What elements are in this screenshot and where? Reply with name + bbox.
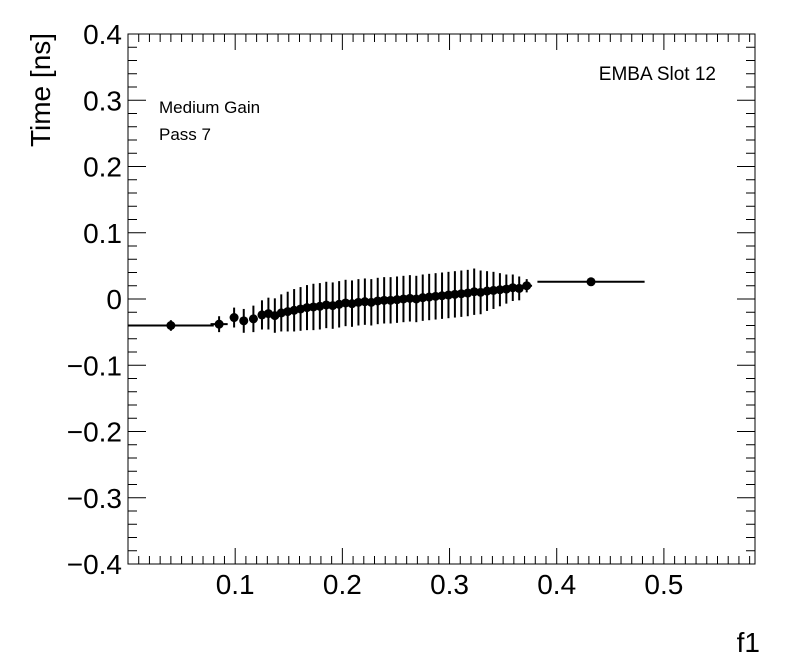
data-marker (166, 321, 176, 330)
y-tick-label: −0.1 (67, 350, 122, 381)
data-marker (214, 319, 224, 329)
data-layer (128, 268, 645, 333)
pass-annotation: Pass 7 (159, 125, 211, 144)
y-tick-label: −0.4 (67, 549, 122, 580)
slot-annotation: EMBA Slot 12 (599, 64, 716, 85)
data-point (229, 307, 239, 328)
x-tick-label: 0.5 (644, 569, 683, 600)
data-point (514, 276, 524, 301)
y-tick-label: 0.2 (83, 152, 122, 183)
plot-frame (127, 33, 756, 565)
data-marker (248, 314, 258, 324)
x-axis-title: f1 (737, 627, 760, 658)
x-tick-label: 0.4 (537, 569, 576, 600)
y-tick-label: −0.3 (67, 483, 122, 514)
y-axis-title: Time [ns] (25, 33, 56, 147)
data-marker (239, 316, 249, 326)
axes-ticks (128, 34, 755, 564)
data-point (210, 316, 228, 333)
y-tick-label: 0.3 (83, 85, 122, 116)
data-point (128, 320, 214, 331)
y-tick-labels: −0.4 −0.3 −0.2 −0.1 0 0.1 0.2 0.3 0.4 (67, 19, 122, 580)
y-tick-label: 0.1 (83, 218, 122, 249)
data-marker (229, 313, 239, 323)
data-marker (379, 295, 389, 305)
data-point (379, 277, 389, 324)
y-tick-label: 0.4 (83, 19, 122, 50)
x-tick-label: 0.1 (216, 569, 255, 600)
gain-annotation: Medium Gain (159, 98, 260, 117)
data-marker (586, 277, 596, 287)
data-point (521, 279, 533, 293)
y-tick-label: 0 (106, 284, 122, 315)
data-point (537, 277, 645, 287)
y-tick-label: −0.2 (67, 417, 122, 448)
data-point (248, 305, 258, 333)
x-tick-labels: 0.1 0.2 0.3 0.4 0.5 (216, 569, 684, 600)
data-point (239, 308, 249, 333)
x-tick-label: 0.2 (323, 569, 362, 600)
data-marker (522, 281, 532, 291)
x-tick-label: 0.3 (430, 569, 469, 600)
